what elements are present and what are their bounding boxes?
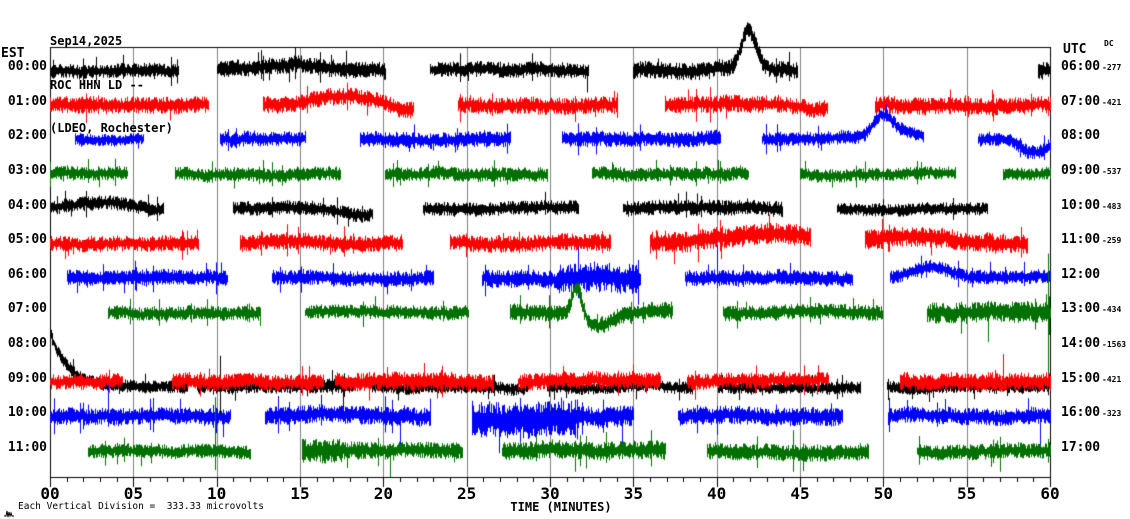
utc-time-label: 11:00 (1061, 232, 1101, 248)
utc-time-label: 09:00 (1061, 162, 1101, 178)
dc-offset-value: -323 (1102, 409, 1122, 419)
est-time-label: 04:00 (7, 197, 47, 213)
title-station: ROC HHN LD -- (50, 77, 144, 92)
minute-tick-label: 25 (457, 484, 477, 503)
title-location: (LDEO, Rochester) (50, 121, 173, 135)
est-time-label: 10:00 (7, 405, 47, 421)
minute-tick-label: 60 (1040, 484, 1060, 503)
est-time-label: 06:00 (7, 266, 47, 282)
utc-time-label: 10:00 (1061, 197, 1101, 213)
utc-time-label: 15:00 (1061, 370, 1101, 386)
utc-time-label: 14:00 (1061, 336, 1101, 352)
est-time-label: 11:00 (7, 440, 47, 455)
dc-offset-value: -277 (1102, 63, 1122, 72)
minute-tick-label: 10 (207, 484, 227, 503)
x-axis-title: TIME (MINUTES) (510, 500, 612, 514)
utc-time-label: 07:00 (1061, 93, 1101, 109)
est-time-label: 03:00 (7, 162, 47, 178)
est-time-label: 01:00 (7, 93, 47, 109)
dc-offset-value: -434 (1102, 305, 1122, 315)
utc-time-label: 06:00 (1061, 59, 1101, 74)
minute-tick-label: 50 (873, 484, 893, 503)
dc-offset-value: -421 (1102, 97, 1122, 107)
est-time-label: 02:00 (7, 128, 47, 144)
minute-tick-label: 05 (123, 484, 143, 503)
dc-offset-value: -421 (1102, 374, 1122, 384)
utc-time-label: 17:00 (1061, 440, 1101, 455)
dc-column-header: DC (1104, 39, 1114, 48)
vertical-division-scale-text: Each Vertical Division = 333.33 microvol… (18, 501, 264, 512)
utc-time-label: 13:00 (1061, 301, 1101, 317)
dc-offset-value: -259 (1102, 236, 1122, 246)
dc-offset-value: -537 (1102, 166, 1122, 176)
minute-tick-label: 35 (623, 484, 643, 503)
minute-tick-label: 00 (40, 484, 60, 503)
est-time-label: 08:00 (7, 336, 47, 352)
minute-tick-label: 40 (707, 484, 727, 503)
minute-tick-label: 30 (540, 484, 560, 503)
minute-tick-label: 15 (290, 484, 310, 503)
utc-time-label: 16:00 (1061, 405, 1101, 421)
minute-tick-label: 45 (790, 484, 810, 503)
est-time-label: 09:00 (7, 370, 47, 386)
minute-tick-label: 20 (373, 484, 393, 503)
utc-time-label: 12:00 (1061, 266, 1101, 282)
left-axis-header: EST (1, 46, 25, 61)
est-time-label: 00:00 (7, 59, 47, 74)
est-time-label: 05:00 (7, 232, 47, 248)
title-block: Sep14,2025 ROC HHN LD -- (LDEO, Rocheste… (50, 5, 173, 165)
dc-offset-value: -1563 (1102, 340, 1127, 350)
dc-offset-value: -483 (1102, 201, 1122, 211)
title-date: Sep14,2025 (50, 34, 123, 48)
waveform-mark-icon (4, 503, 16, 519)
right-axis-header: UTC (1063, 42, 1087, 57)
est-time-label: 07:00 (7, 301, 47, 317)
minute-tick-label: 55 (957, 484, 977, 503)
utc-time-label: 08:00 (1061, 128, 1101, 144)
